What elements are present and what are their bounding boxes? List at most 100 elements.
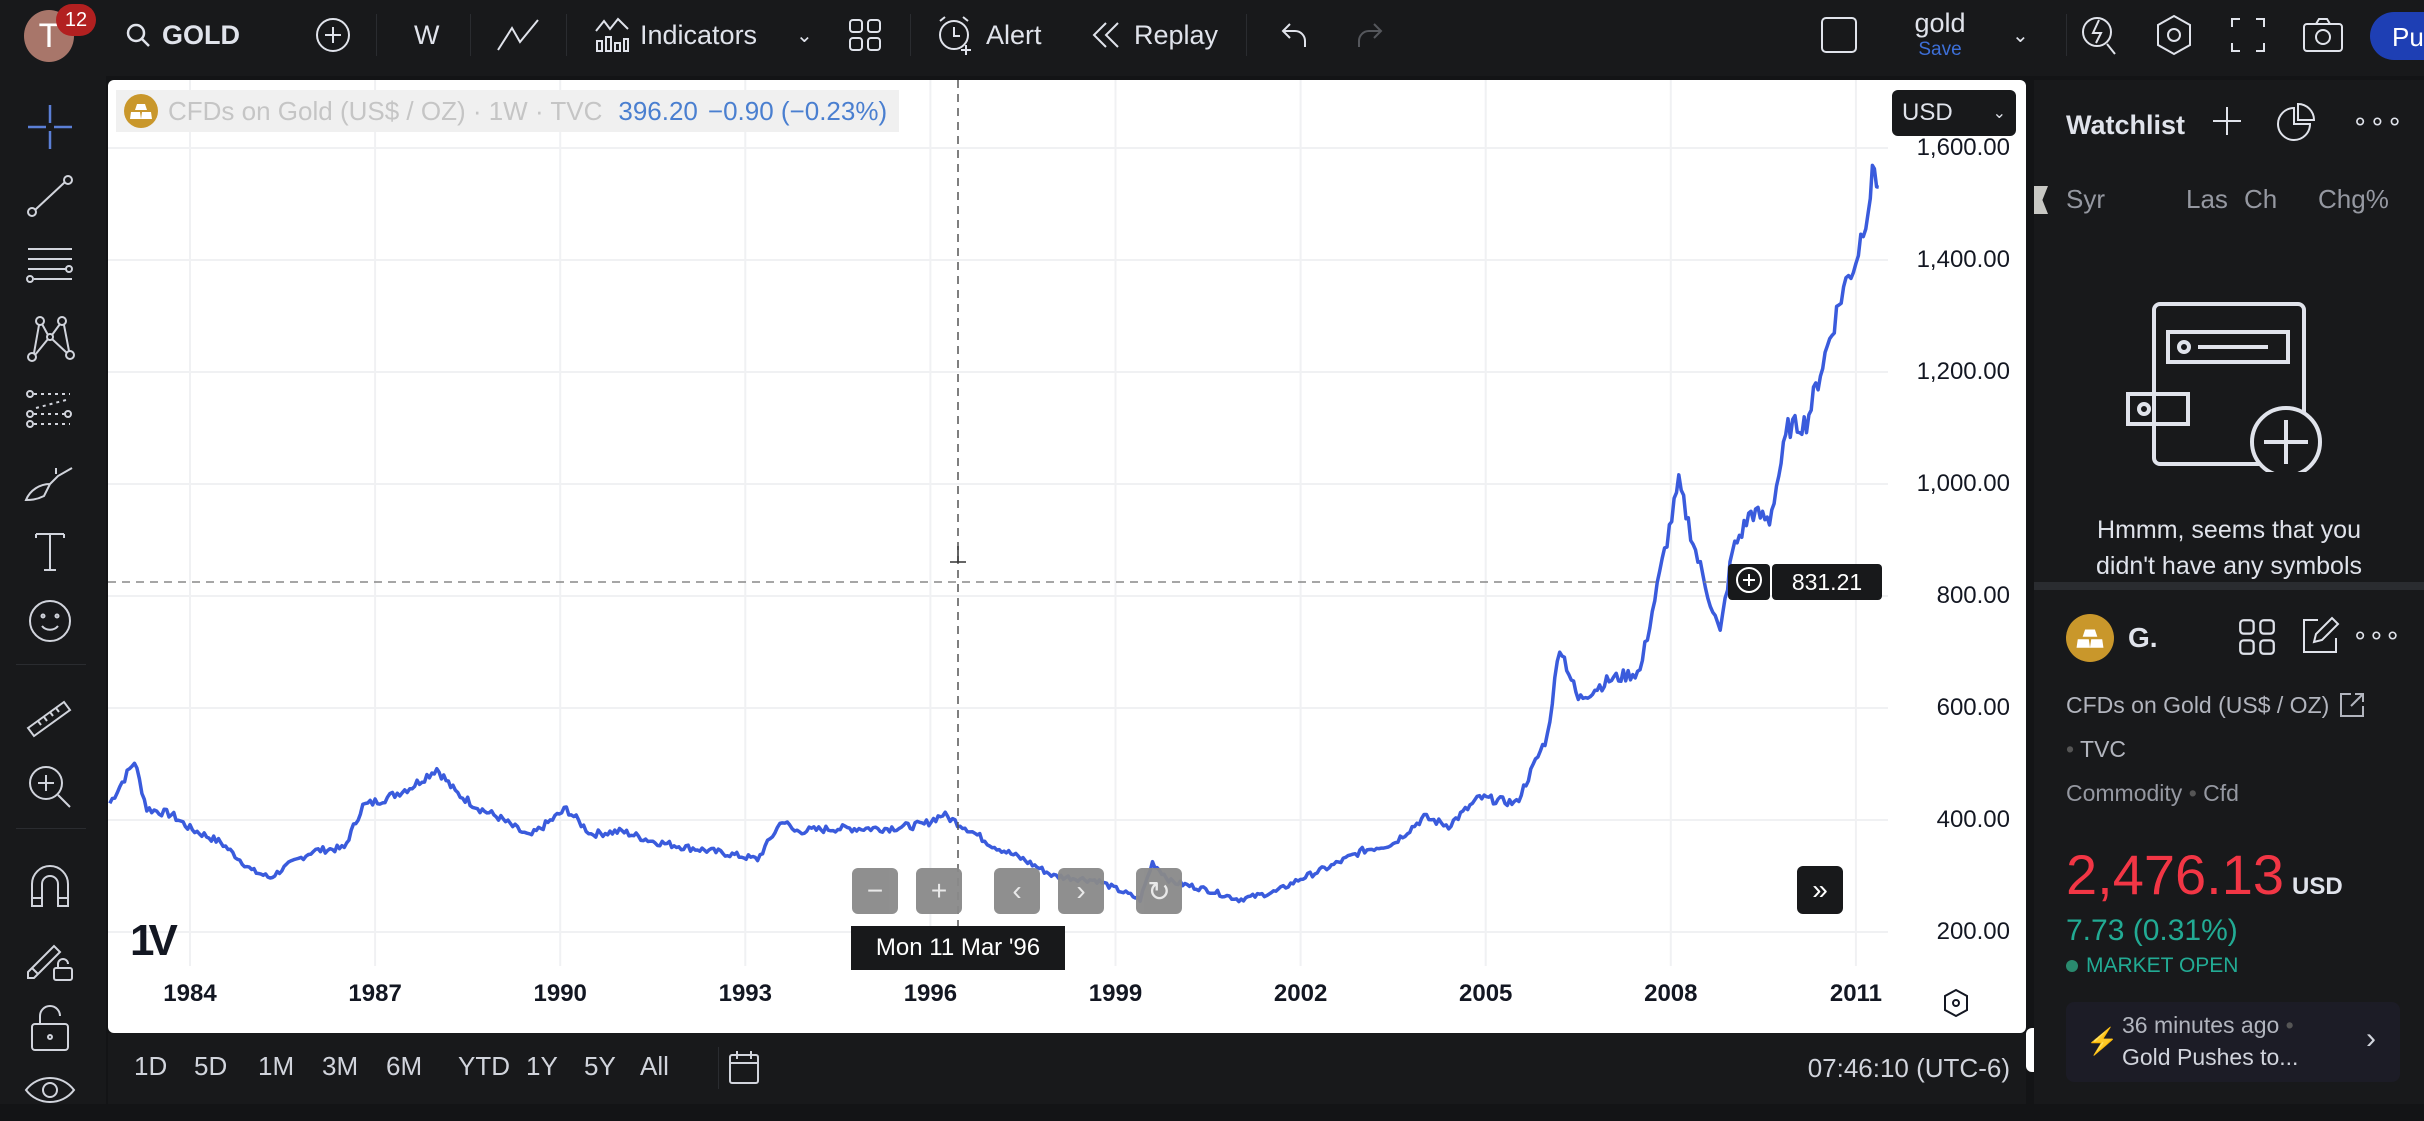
fullscreen-button[interactable] <box>2230 0 2266 70</box>
scroll-left-button[interactable]: ‹ <box>994 868 1040 914</box>
price-chart[interactable] <box>108 80 2026 1033</box>
settings-button[interactable] <box>2154 0 2194 70</box>
range-button-1y[interactable]: 1Y <box>526 1051 558 1081</box>
redo-button[interactable] <box>1354 0 1384 70</box>
column-change-percent[interactable]: Chg% <box>2318 184 2389 214</box>
brush-tool[interactable] <box>24 456 76 508</box>
lock-tool[interactable] <box>24 1002 76 1054</box>
multi-chart-button[interactable] <box>1820 0 1858 70</box>
range-button-1m[interactable]: 1M <box>258 1051 295 1081</box>
reset-chart-button[interactable]: ↻ <box>1136 868 1182 914</box>
measure-tool[interactable] <box>24 690 76 742</box>
layouts-button[interactable] <box>848 0 882 70</box>
prediction-tool[interactable] <box>24 384 76 436</box>
indicators-button[interactable]: Indicators <box>594 0 757 70</box>
pattern-tool[interactable] <box>24 313 76 365</box>
add-symbol-button[interactable] <box>2210 104 2244 145</box>
interval-button[interactable]: W <box>414 0 439 70</box>
range-button-ytd[interactable]: YTD <box>458 1051 510 1081</box>
divider <box>566 14 567 56</box>
exchange-label: TVC <box>2080 736 2127 762</box>
advanced-view-button[interactable] <box>2276 102 2316 149</box>
gold-symbol-icon <box>2066 614 2114 662</box>
zoom-out-button[interactable]: − <box>852 868 898 914</box>
y-tick-label: 1,000.00 <box>1916 470 2010 497</box>
crosshair-tool[interactable] <box>24 101 76 153</box>
range-button-all[interactable]: All <box>640 1051 669 1081</box>
flag-icon[interactable] <box>2034 186 2048 214</box>
zoom-in-icon <box>24 761 76 813</box>
text-tool[interactable] <box>24 526 76 578</box>
fib-tool[interactable] <box>24 241 76 293</box>
fib-retracement-icon <box>24 241 76 293</box>
watchlist-more-button[interactable]: ∘∘∘ <box>2352 106 2404 137</box>
column-symbol[interactable]: Syr <box>2066 184 2105 214</box>
news-item[interactable]: ⚡ 36 minutes ago • Gold Pushes to... › <box>2066 1002 2400 1082</box>
scroll-right-button[interactable]: › <box>1058 868 1104 914</box>
alert-button[interactable]: Alert <box>936 0 1042 70</box>
column-change[interactable]: Ch <box>2244 184 2278 214</box>
divider <box>376 14 377 56</box>
pattern-icon <box>24 313 76 365</box>
magnet-tool[interactable] <box>24 860 76 912</box>
range-button-6m[interactable]: 6M <box>386 1051 423 1081</box>
details-layout-button[interactable] <box>2238 618 2276 663</box>
divider <box>16 664 86 665</box>
reset-icon: ↻ <box>1147 875 1171 907</box>
currency-select[interactable]: USD ⌄ <box>1892 90 2016 136</box>
scroll-to-realtime-button[interactable]: » <box>1797 866 1843 914</box>
symbol-search-button[interactable]: GOLD <box>124 0 240 70</box>
range-button-3m[interactable]: 3M <box>322 1051 359 1081</box>
top-toolbar: T 12 GOLD W Indicators ⌄ Alert Replay go… <box>0 0 2424 76</box>
screenshot-button[interactable] <box>2302 0 2344 70</box>
indicators-icon <box>594 17 630 53</box>
axis-settings-button[interactable] <box>1942 988 1970 1023</box>
range-button-5d[interactable]: 5D <box>194 1051 228 1081</box>
save-layout-button[interactable]: gold Save <box>1900 8 1980 61</box>
indicators-dropdown[interactable]: ⌄ <box>796 0 813 70</box>
plus-circle-icon <box>1735 566 1763 599</box>
clock-time[interactable]: 07:46:10 (UTC-6) <box>1807 1053 2010 1083</box>
chart-pane[interactable]: CFDs on Gold (US$ / OZ) · 1W · TVC 396.2… <box>108 80 2026 1033</box>
chevron-down-icon: ⌄ <box>796 24 813 47</box>
zoom-in-button[interactable]: + <box>916 868 962 914</box>
column-last[interactable]: Las <box>2186 184 2228 214</box>
price-currency: USD <box>2291 873 2343 900</box>
compare-symbol-button[interactable] <box>314 0 352 70</box>
right-panel: Watchlist ∘∘∘ Syr Las Ch Chg% Hmmm, seem… <box>2034 80 2424 1104</box>
hexagon-gear-icon <box>2154 14 2194 56</box>
external-link-icon[interactable] <box>2339 692 2365 724</box>
goto-date-button[interactable] <box>724 1047 764 1092</box>
edit-button[interactable] <box>2300 616 2340 663</box>
range-button-5y[interactable]: 5Y <box>584 1051 616 1081</box>
watchlist-title[interactable]: Watchlist <box>2066 110 2186 140</box>
subtype-label: Cfd <box>2203 780 2239 806</box>
x-tick-label: 2008 <box>1644 980 1698 1007</box>
visibility-tool[interactable] <box>24 1064 76 1116</box>
emoji-tool[interactable] <box>24 595 76 647</box>
range-button-1d[interactable]: 1D <box>134 1051 168 1081</box>
details-more-button[interactable]: ∘∘∘ <box>2352 620 2401 651</box>
trend-line-tool[interactable] <box>24 170 76 222</box>
y-tick-label: 1,400.00 <box>1916 246 2010 273</box>
camera-icon <box>2302 17 2344 53</box>
y-tick-label: 1,600.00 <box>1916 134 2010 161</box>
chevron-left-icon: ‹ <box>1012 875 1022 906</box>
panel-divider[interactable] <box>2034 582 2424 590</box>
zoom-tool[interactable] <box>24 761 76 813</box>
add-alert-at-price-button[interactable] <box>1728 564 1770 600</box>
layout-dropdown[interactable]: ⌄ <box>2012 0 2029 70</box>
x-tick-label: 2002 <box>1273 980 1328 1007</box>
publish-button[interactable]: Pu <box>2370 12 2424 60</box>
calendar-icon <box>724 1051 764 1091</box>
y-tick-label: 600.00 <box>1936 694 2010 721</box>
more-horizontal-icon: ∘∘∘ <box>2352 106 2404 136</box>
undo-button[interactable] <box>1280 0 1310 70</box>
replay-button[interactable]: Replay <box>1090 0 1218 70</box>
quick-search-button[interactable] <box>2080 0 2118 70</box>
chart-type-button[interactable] <box>496 0 540 70</box>
type-label: Commodity <box>2066 780 2183 806</box>
layout-name: gold <box>1914 8 1966 38</box>
details-price: 2,476.13 USD <box>2066 842 2343 907</box>
lock-drawings-tool[interactable] <box>24 932 76 984</box>
